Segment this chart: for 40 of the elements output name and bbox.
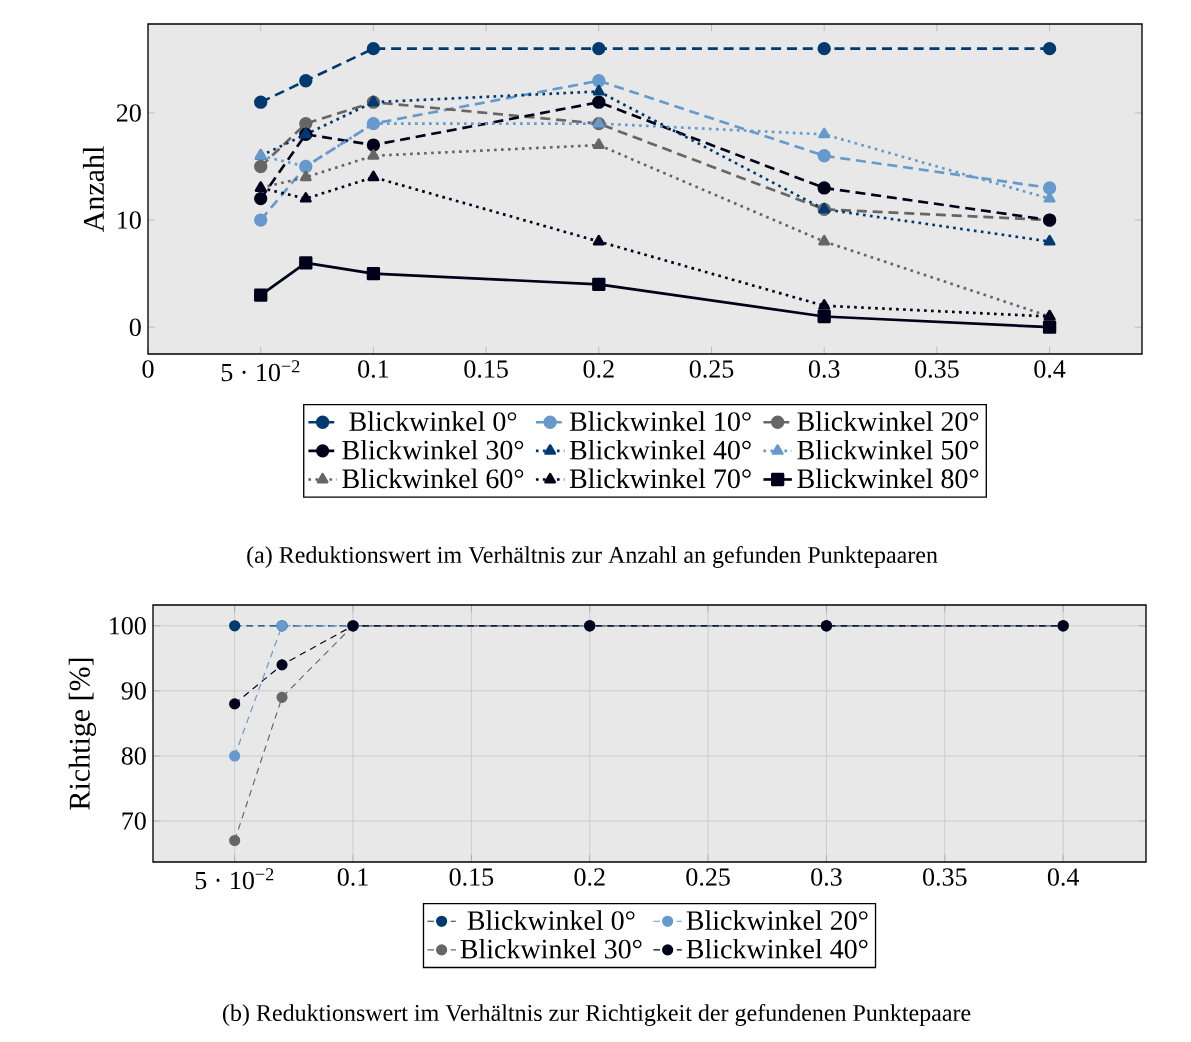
y-tick-label: 10 — [118, 211, 141, 229]
legend-label: Blickwinkel 20° — [686, 910, 868, 931]
legend-label: Blickwinkel 10° — [569, 411, 751, 432]
y-tick-label: 0 — [129, 318, 141, 336]
x-tick-label: 0.4 — [1047, 868, 1080, 886]
x-tick-label: 0.3 — [811, 868, 842, 886]
legend-label: Blickwinkel 70° — [569, 468, 751, 489]
x-tick-label: 0.4 — [1034, 360, 1066, 378]
x-tick-label: 0.2 — [583, 360, 614, 378]
legend-label: Blickwinkel 50° — [797, 439, 979, 460]
legend-label: Blickwinkel 0° — [349, 411, 517, 432]
legend-label: Blickwinkel 40° — [569, 439, 751, 460]
x-tick-label: 0.2 — [574, 868, 605, 886]
x-tick-label: 0.1 — [358, 360, 389, 378]
legend-label: Blickwinkel 30° — [342, 439, 524, 460]
y-axis-title: Anzahl — [82, 146, 104, 233]
x-tick-label: 0.25 — [686, 868, 730, 886]
legend-label: Blickwinkel 80° — [797, 468, 979, 489]
x-tick-label: 5 · 10$^{−2}$ — [195, 868, 274, 890]
x-tick-label: 0.15 — [464, 360, 508, 378]
legend-label: Blickwinkel 20° — [797, 411, 979, 432]
y-tick-label: 80 — [121, 747, 146, 765]
y-axis-title: Richtige [%] — [68, 658, 97, 810]
x-tick-label: 0.3 — [808, 360, 840, 378]
x-tick-label: 0.35 — [915, 360, 959, 378]
x-tick-label: 0.1 — [337, 868, 368, 886]
y-tick-label: 20 — [116, 104, 141, 122]
y-tick-label: 70 — [122, 812, 146, 830]
y-tick-label: 100 — [110, 617, 146, 635]
y-tick-label: 90 — [121, 682, 146, 700]
x-tick-label: 0.35 — [923, 868, 967, 886]
x-tick-label: 5 · 10$^{−2}$ — [221, 360, 300, 382]
x-tick-label: 0.15 — [449, 868, 494, 886]
legend-label: Blickwinkel 60° — [342, 468, 524, 489]
x-tick-label: 0.25 — [689, 360, 734, 378]
legend-label: Blickwinkel 40° — [686, 938, 868, 959]
legend-label: Blickwinkel 0° — [467, 910, 635, 931]
text: (a) Reduktionswert im Verhältnis zur Anzahl an gefunden Punktepaaren — [247, 545, 938, 569]
text: (b) Reduktionswert im Verhältnis zur Richtigkeit der gefundenen Punktepaare — [222, 1003, 971, 1027]
legend-label: Blickwinkel 30° — [460, 938, 642, 959]
